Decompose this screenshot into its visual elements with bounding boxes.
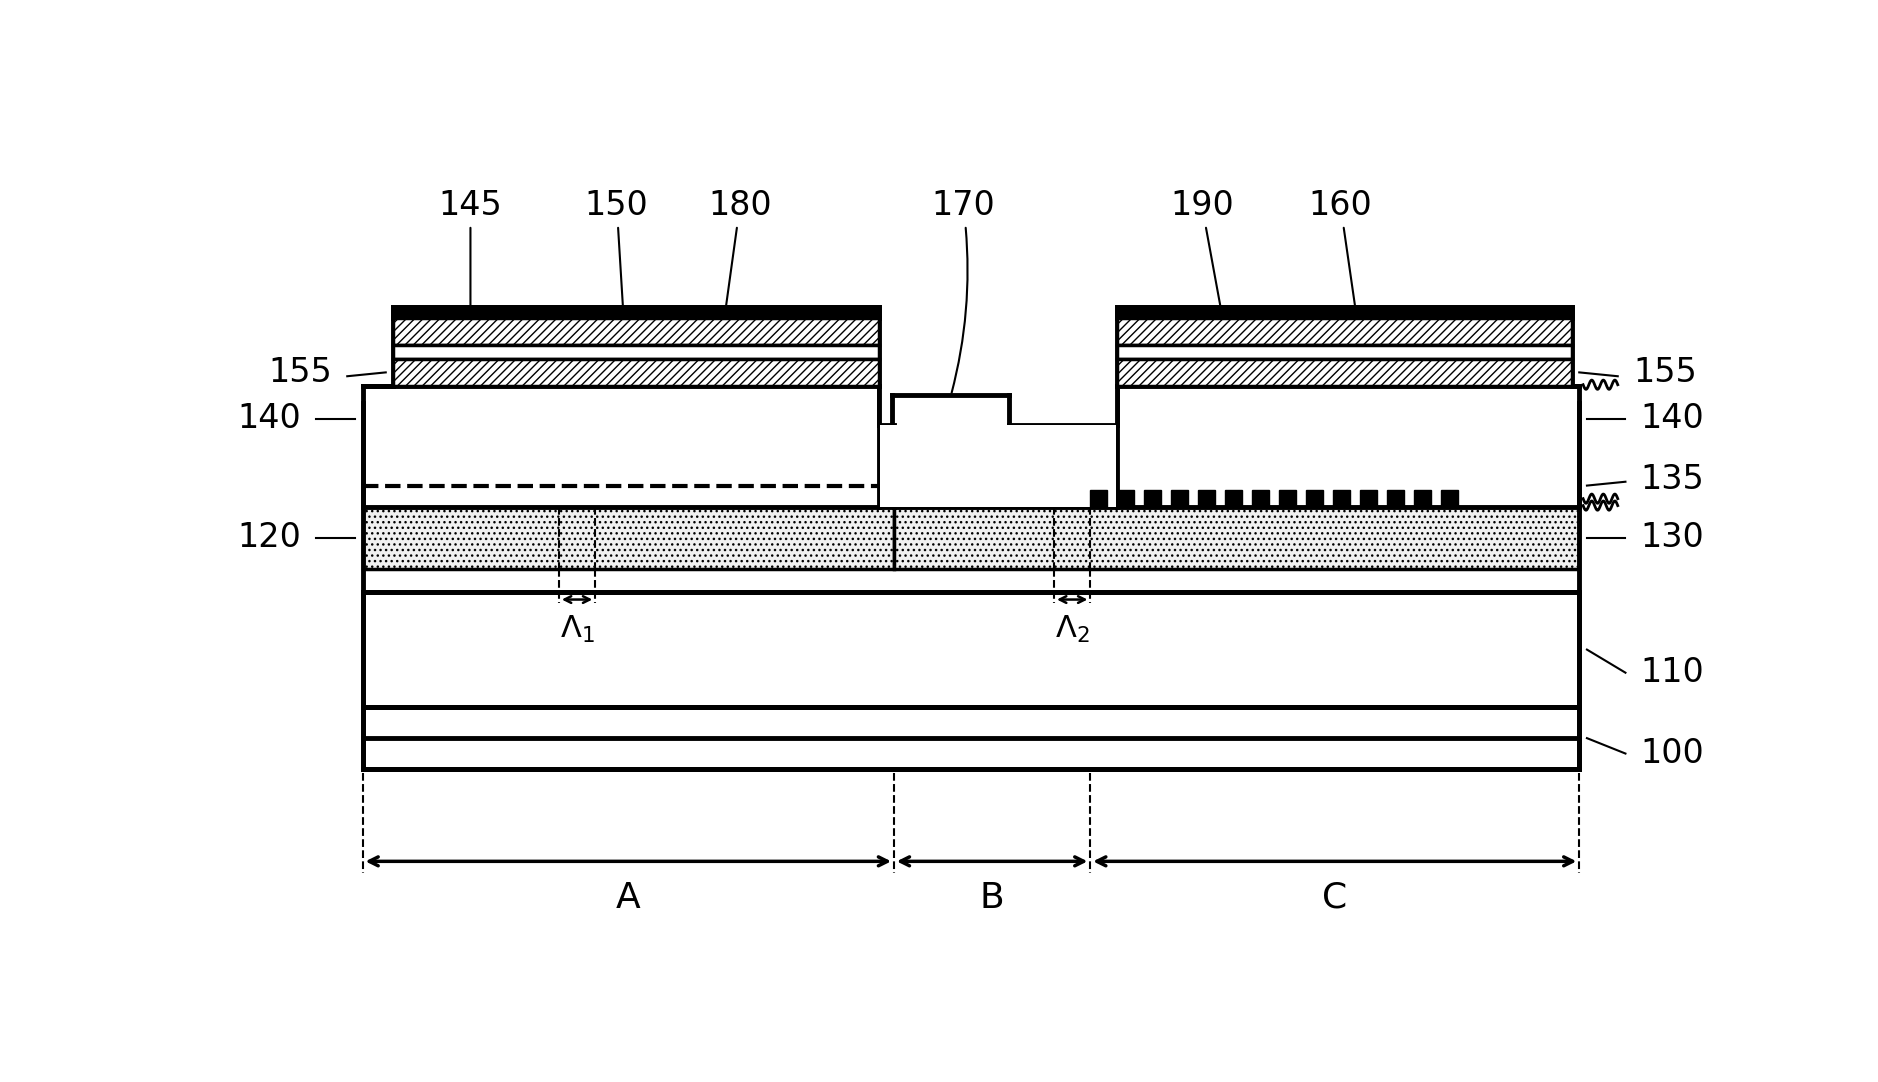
Text: 140: 140: [237, 403, 300, 435]
Text: 135: 135: [1641, 463, 1705, 496]
Text: 140: 140: [1641, 403, 1705, 435]
Text: 145: 145: [439, 189, 501, 309]
Text: 170: 170: [931, 189, 995, 393]
Bar: [1091, 490, 1108, 507]
Text: C: C: [1322, 881, 1347, 914]
Bar: [881, 425, 1116, 507]
Bar: [1198, 490, 1215, 507]
Bar: [1224, 490, 1241, 507]
Bar: [1117, 359, 1572, 386]
Text: 160: 160: [1309, 189, 1373, 309]
Bar: [1279, 490, 1296, 507]
Bar: [394, 345, 879, 359]
Bar: [362, 592, 1579, 708]
Bar: [1117, 307, 1572, 386]
Bar: [394, 307, 879, 318]
Text: 155: 155: [269, 356, 332, 388]
Text: 150: 150: [584, 189, 648, 329]
Bar: [1440, 490, 1457, 507]
Text: A: A: [616, 881, 640, 914]
Bar: [1360, 490, 1377, 507]
Bar: [1144, 490, 1161, 507]
Text: 120: 120: [237, 522, 300, 554]
Text: 110: 110: [1641, 656, 1705, 689]
Bar: [879, 386, 1117, 507]
Bar: [1117, 307, 1572, 318]
Bar: [394, 318, 879, 345]
Text: $\Lambda_2$: $\Lambda_2$: [1055, 613, 1089, 645]
Bar: [394, 307, 879, 386]
Bar: [1117, 345, 1572, 359]
Text: 130: 130: [1641, 522, 1705, 554]
Text: B: B: [980, 881, 1005, 914]
Bar: [362, 404, 1579, 507]
Bar: [1172, 490, 1189, 507]
Bar: [1117, 490, 1134, 507]
Bar: [894, 507, 1579, 569]
Bar: [1414, 490, 1431, 507]
Text: 180: 180: [708, 189, 772, 370]
Bar: [1253, 490, 1270, 507]
Bar: [1333, 490, 1350, 507]
Text: 100: 100: [1641, 737, 1705, 770]
Bar: [1117, 318, 1572, 345]
Text: 155: 155: [1634, 356, 1698, 388]
Bar: [362, 708, 1579, 769]
Bar: [1305, 490, 1322, 507]
Bar: [394, 359, 879, 386]
Text: 190: 190: [1170, 189, 1234, 329]
Bar: [1386, 490, 1403, 507]
Bar: [362, 507, 894, 569]
Text: $\Lambda_1$: $\Lambda_1$: [560, 613, 595, 645]
